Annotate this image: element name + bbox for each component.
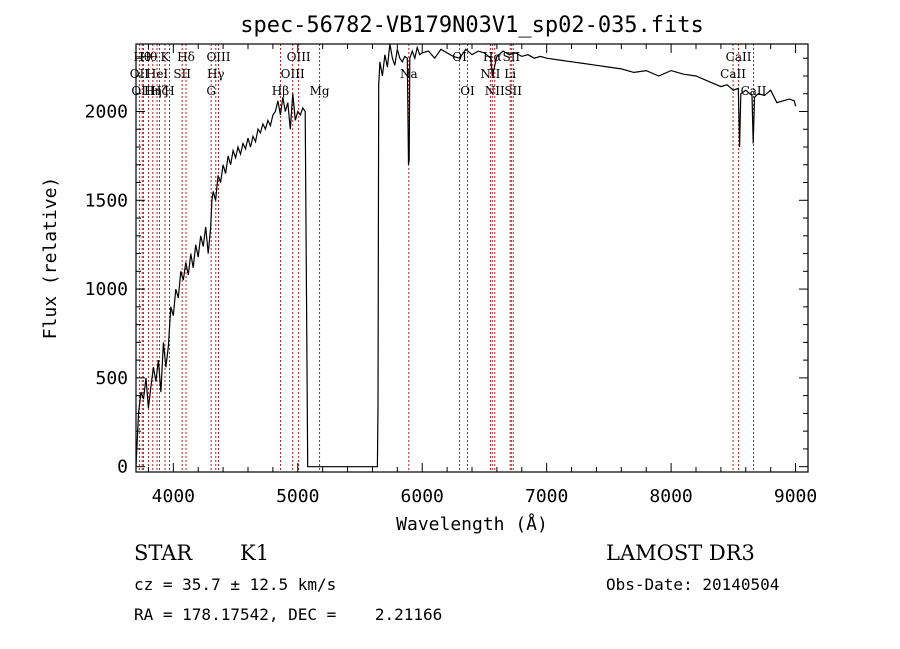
x-tick-label: 7000: [525, 486, 568, 507]
line-label: H: [164, 84, 174, 98]
x-axis-ticks: 4000 5000 6000 7000 8000 9000: [147, 44, 817, 507]
line-label: Hα: [483, 50, 502, 64]
line-label: OIII: [206, 50, 230, 64]
line-label: CaII: [720, 67, 746, 81]
coordinates-text: RA = 178.17542, DEC = 2.21166: [134, 605, 442, 624]
line-label: OIII: [287, 50, 311, 64]
line-label: SII: [504, 84, 522, 98]
y-tick-label: 500: [95, 368, 128, 389]
line-label: Hθ: [140, 50, 158, 64]
y-tick-label: 1000: [85, 279, 128, 300]
plot-frame: [135, 43, 809, 473]
survey-name: LAMOST DR3: [606, 541, 755, 565]
x-tick-label: 5000: [276, 486, 319, 507]
y-tick-label: 0: [117, 457, 128, 478]
y-axis-ticks: 0 500 1000 1500 2000: [85, 57, 808, 478]
object-subclass: K1: [240, 541, 269, 565]
spectrum-line: [135, 43, 797, 468]
line-label: Hη: [144, 84, 162, 98]
line-label: G: [206, 84, 216, 98]
x-tick-label: 4000: [152, 486, 195, 507]
line-label: Hδ: [177, 50, 195, 64]
y-axis-label: Flux (relative): [40, 177, 61, 340]
line-label: NII: [485, 84, 505, 98]
x-tick-label: 6000: [401, 486, 444, 507]
line-label: SII: [173, 67, 191, 81]
line-label: Hζ: [151, 84, 168, 98]
line-label: Hγ: [207, 67, 225, 81]
y-tick-label: 1500: [85, 190, 128, 211]
x-tick-label: 9000: [774, 486, 817, 507]
x-tick-label: 8000: [649, 486, 692, 507]
line-label: OIII: [131, 84, 155, 98]
line-label: Mg: [310, 84, 330, 98]
chart-title: spec-56782-VB179N03V1_sp02-035.fits: [240, 13, 704, 38]
line-label: Li: [504, 67, 516, 81]
line-label: HeI: [146, 67, 169, 81]
spectral-line-labels: OII Hθ OIII Hθ Hη HeI Hζ K H SII Hδ G Hγ OIII Hβ OIII OI…: [130, 50, 767, 98]
spectral-line-markers: [138, 44, 754, 472]
line-label: OII: [130, 67, 150, 81]
x-axis-label: Wavelength (Å): [396, 513, 548, 535]
line-label: NII: [480, 67, 500, 81]
line-label: CaII: [726, 50, 752, 64]
obs-date-text: Obs-Date: 20140504: [606, 575, 779, 594]
line-label: Na: [400, 67, 418, 81]
line-label: OIII: [281, 67, 305, 81]
line-label: Hβ: [272, 84, 289, 98]
y-tick-label: 2000: [85, 101, 128, 122]
line-label: K: [161, 50, 171, 64]
redshift-text: cz = 35.7 ± 12.5 km/s: [134, 575, 336, 594]
line-label: Hθ: [133, 50, 151, 64]
object-class: STAR: [134, 541, 193, 565]
line-label: OI: [460, 84, 475, 98]
